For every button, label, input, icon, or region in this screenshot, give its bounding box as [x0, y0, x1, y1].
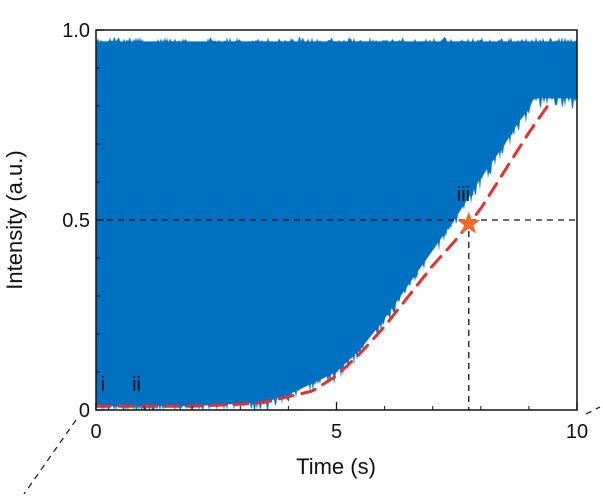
perspective-guide-right [585, 406, 601, 415]
x-axis-label: Time (s) [296, 454, 376, 479]
signal-band [96, 36, 577, 410]
annotation-label: iii [457, 184, 470, 206]
y-tick-label: 1.0 [62, 20, 90, 42]
signal-band-area [96, 36, 577, 410]
x-tick-label: 5 [331, 421, 342, 443]
perspective-guide-left [23, 419, 77, 495]
axis-ticks: 0 5 10 0 0.5 1.0 [62, 20, 588, 443]
reference-lines [96, 219, 577, 410]
x-tick-label: 0 [90, 421, 101, 443]
threshold-curve [96, 98, 554, 408]
y-tick-label: 0 [79, 400, 90, 422]
half-max-star-marker [457, 211, 481, 234]
plot-area [96, 36, 577, 410]
x-tick-label: 10 [566, 421, 588, 443]
y-tick-label: 0.5 [62, 210, 90, 232]
y-axis-label: Intensity (a.u.) [2, 150, 27, 289]
annotation-label: i [101, 374, 105, 396]
annotation-label: ii [132, 374, 141, 396]
